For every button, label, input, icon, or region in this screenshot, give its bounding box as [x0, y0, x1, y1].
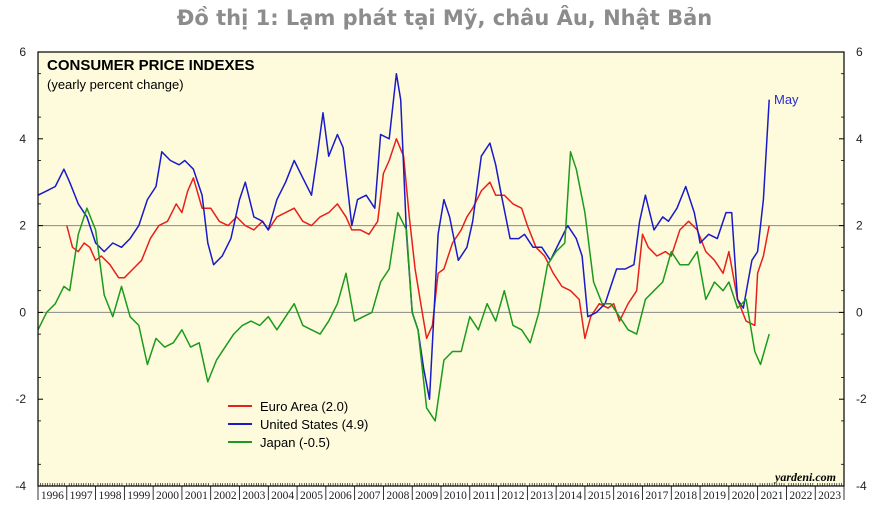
x-tick-label: 2015: [588, 490, 611, 502]
y-tick-label-right: 6: [856, 45, 863, 59]
legend-label-us: United States (4.9): [260, 417, 368, 432]
y-axis-right: -4 -2 0 2 4 6: [839, 45, 867, 493]
y-tick-label-left: 4: [19, 132, 26, 146]
y-tick-label-right: -2: [856, 392, 867, 406]
x-tick-label: 2010: [444, 490, 467, 502]
x-tick-label: 2021: [761, 490, 784, 502]
y-tick-label-right: 0: [856, 305, 863, 319]
x-tick-label: 2002: [214, 490, 237, 502]
x-tick-label: 2022: [789, 490, 812, 502]
x-tick-label: 2005: [300, 490, 323, 502]
series-line-2: [37, 151, 770, 422]
series-line-0: [66, 138, 770, 340]
x-tick-label: 1999: [127, 490, 150, 502]
chart-title: CONSUMER PRICE INDEXES: [47, 57, 255, 74]
x-tick-label: 2008: [386, 490, 409, 502]
y-tick-label-right: 2: [856, 219, 863, 233]
x-tick-label: 2018: [674, 490, 697, 502]
plot-area: [38, 52, 844, 486]
x-tick-label: 1997: [70, 490, 93, 502]
page-heading: Đồ thị 1: Lạm phát tại Mỹ, châu Âu, Nhật…: [176, 6, 713, 30]
x-tick-label: 2007: [358, 490, 381, 502]
legend: Euro Area (2.0) United States (4.9) Japa…: [228, 399, 368, 450]
x-tick-label: 2016: [617, 490, 640, 502]
x-tick-label: 2014: [559, 490, 582, 502]
x-tick-label: 2004: [271, 490, 294, 502]
x-tick-label: 2013: [530, 490, 553, 502]
grid-lines: [38, 225, 844, 313]
series-layer: [37, 72, 770, 422]
x-tick-label: 2017: [645, 490, 668, 502]
chart-subtitle: (yearly percent change): [47, 77, 184, 92]
x-tick-label: 2023: [818, 490, 841, 502]
x-tick-label: 1998: [98, 490, 121, 502]
x-tick-label: 2020: [732, 490, 755, 502]
x-axis: 1996 1997 1998 1999 2000 2001 2002 2003 2004 2005…: [37, 483, 845, 502]
x-tick-label: 2012: [501, 490, 524, 502]
x-tick-label: 1996: [41, 490, 64, 502]
y-axis-left: -4 -2 0 2 4 6: [15, 45, 43, 493]
y-tick-label-left: 2: [19, 219, 26, 233]
y-tick-label-left: -4: [15, 479, 26, 493]
y-tick-label-right: -4: [856, 479, 867, 493]
legend-label-japan: Japan (-0.5): [260, 435, 330, 450]
x-tick-label: 2000: [156, 490, 179, 502]
x-tick-label: 2006: [329, 490, 352, 502]
y-tick-label-left: 6: [19, 45, 26, 59]
annotation-may: May: [774, 92, 799, 107]
x-tick-label: 2019: [703, 490, 726, 502]
x-tick-label: 2003: [242, 490, 265, 502]
y-tick-label-left: 0: [19, 305, 26, 319]
legend-label-euro: Euro Area (2.0): [260, 399, 348, 414]
x-tick-label: 2001: [185, 490, 208, 502]
x-tick-label: 2011: [473, 490, 496, 502]
y-tick-label-right: 4: [856, 132, 863, 146]
source-label: yardeni.com: [773, 470, 836, 484]
x-tick-label: 2009: [415, 490, 438, 502]
y-tick-label-left: -2: [15, 392, 26, 406]
